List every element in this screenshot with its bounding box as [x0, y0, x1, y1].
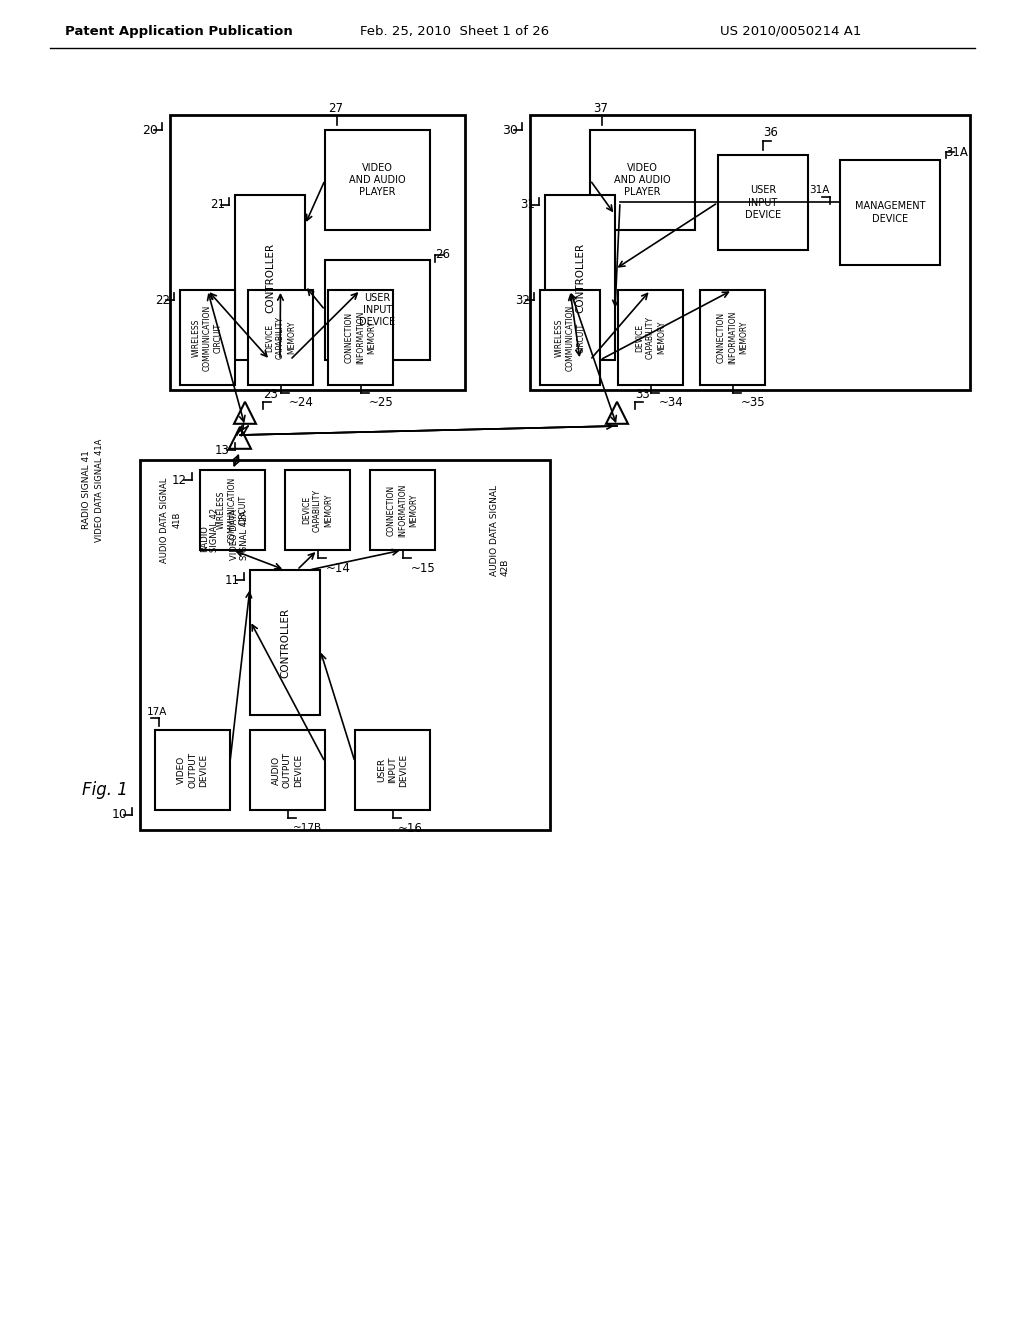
Text: 20: 20: [142, 124, 158, 136]
Text: 10: 10: [112, 808, 128, 821]
Bar: [325, 129, 430, 230]
Bar: [700, 290, 765, 385]
Text: ~24: ~24: [289, 396, 313, 409]
Bar: [355, 730, 430, 810]
Text: MANAGEMENT
DEVICE: MANAGEMENT DEVICE: [855, 201, 926, 223]
Text: 31A: 31A: [945, 145, 968, 158]
Text: 31A: 31A: [810, 185, 830, 195]
Text: RADIO SIGNAL 41: RADIO SIGNAL 41: [82, 450, 91, 529]
Text: WIRELESS
COMMUNICATION
CIRCUIT: WIRELESS COMMUNICATION CIRCUIT: [554, 305, 586, 371]
Text: CONNECTION
INFORMATION
MEMORY: CONNECTION INFORMATION MEMORY: [717, 310, 749, 364]
Text: ~17B: ~17B: [293, 822, 322, 833]
Text: 32: 32: [515, 293, 529, 306]
Bar: [234, 195, 305, 360]
Text: VIDEO
AND AUDIO
PLAYER: VIDEO AND AUDIO PLAYER: [614, 162, 671, 198]
Bar: [540, 290, 600, 385]
Text: CONTROLLER: CONTROLLER: [575, 243, 585, 313]
Text: WIRELESS
COMMUNICATION
CIRCUIT: WIRELESS COMMUNICATION CIRCUIT: [191, 305, 223, 371]
Bar: [248, 290, 313, 385]
Text: DEVICE
CAPABILITY
MEMORY: DEVICE CAPABILITY MEMORY: [302, 488, 333, 532]
Text: DEVICE
CAPABILITY
MEMORY: DEVICE CAPABILITY MEMORY: [265, 315, 296, 359]
Text: RADIO
SIGNAL 42: RADIO SIGNAL 42: [200, 508, 219, 552]
Text: AUDIO
OUTPUT
DEVICE: AUDIO OUTPUT DEVICE: [272, 752, 303, 788]
Text: Fig. 1: Fig. 1: [82, 781, 128, 799]
Text: 21: 21: [210, 198, 225, 211]
Text: 36: 36: [763, 127, 778, 140]
Text: VIDEO DATA
SIGNAL 42A: VIDEO DATA SIGNAL 42A: [230, 510, 250, 561]
Text: 11: 11: [225, 573, 240, 586]
Text: AUDIO DATA SIGNAL
42B: AUDIO DATA SIGNAL 42B: [490, 484, 509, 576]
Text: 31: 31: [520, 198, 535, 211]
Bar: [200, 470, 265, 550]
Text: ~15: ~15: [411, 561, 435, 574]
Text: 17A: 17A: [147, 708, 167, 717]
Text: VIDEO DATA SIGNAL 41A: VIDEO DATA SIGNAL 41A: [95, 438, 104, 541]
Bar: [180, 290, 234, 385]
Text: CONTROLLER: CONTROLLER: [265, 243, 275, 313]
Bar: [718, 154, 808, 249]
Text: 23: 23: [263, 388, 278, 401]
Text: US 2010/0050214 A1: US 2010/0050214 A1: [720, 25, 861, 38]
Bar: [590, 129, 695, 230]
Text: VIDEO
AND AUDIO
PLAYER: VIDEO AND AUDIO PLAYER: [349, 162, 406, 198]
Bar: [285, 470, 350, 550]
Bar: [250, 730, 325, 810]
Bar: [530, 115, 970, 389]
Text: ~35: ~35: [740, 396, 765, 409]
Bar: [140, 459, 550, 830]
Bar: [328, 290, 393, 385]
Bar: [545, 195, 615, 360]
Text: CONTROLLER: CONTROLLER: [280, 607, 290, 677]
Text: ~14: ~14: [326, 561, 350, 574]
Bar: [618, 290, 683, 385]
Text: WIRELESS
COMMUNICATION
CIRCUIT: WIRELESS COMMUNICATION CIRCUIT: [217, 477, 248, 543]
Bar: [155, 730, 230, 810]
Text: Patent Application Publication: Patent Application Publication: [65, 25, 293, 38]
Text: 12: 12: [172, 474, 187, 487]
Bar: [370, 470, 435, 550]
Bar: [325, 260, 430, 360]
Text: 22: 22: [155, 293, 170, 306]
Text: AUDIO DATA SIGNAL: AUDIO DATA SIGNAL: [160, 478, 169, 562]
Text: VIDEO
OUTPUT
DEVICE: VIDEO OUTPUT DEVICE: [177, 752, 208, 788]
Text: ~34: ~34: [658, 396, 683, 409]
Text: Feb. 25, 2010  Sheet 1 of 26: Feb. 25, 2010 Sheet 1 of 26: [360, 25, 549, 38]
Bar: [250, 570, 319, 715]
Text: 13: 13: [215, 444, 229, 457]
Bar: [840, 160, 940, 265]
Text: CONNECTION
INFORMATION
MEMORY: CONNECTION INFORMATION MEMORY: [345, 310, 376, 364]
Text: 27: 27: [328, 102, 343, 115]
Text: 37: 37: [593, 102, 608, 115]
Text: USER
INPUT
DEVICE: USER INPUT DEVICE: [377, 754, 409, 787]
Bar: [170, 115, 465, 389]
Text: 26: 26: [435, 248, 450, 261]
Text: DEVICE
CAPABILITY
MEMORY: DEVICE CAPABILITY MEMORY: [635, 315, 666, 359]
Text: ~16: ~16: [397, 821, 422, 834]
Text: USER
INPUT
DEVICE: USER INPUT DEVICE: [744, 185, 781, 220]
Text: 33: 33: [635, 388, 650, 401]
Text: CONNECTION
INFORMATION
MEMORY: CONNECTION INFORMATION MEMORY: [387, 483, 418, 537]
Text: 30: 30: [502, 124, 518, 136]
Text: 41B: 41B: [173, 512, 182, 528]
Text: USER
INPUT
DEVICE: USER INPUT DEVICE: [359, 293, 395, 327]
Text: ~25: ~25: [369, 396, 393, 409]
